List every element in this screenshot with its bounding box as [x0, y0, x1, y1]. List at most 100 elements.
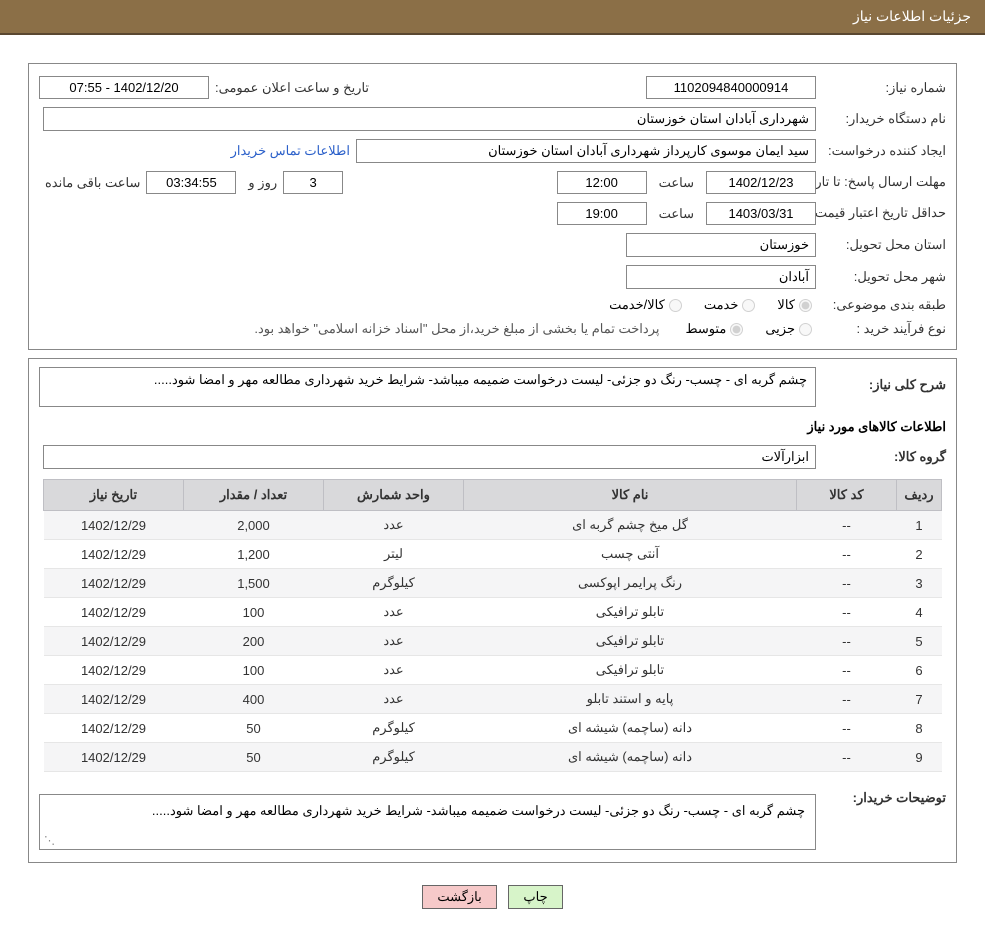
label-hours-remain: ساعت باقی مانده [39, 175, 140, 191]
value-general-desc: چشم گربه ای - چسب- رنگ دو جزئی- لیست درخ… [39, 367, 816, 407]
items-section: شرح کلی نیاز: چشم گربه ای - چسب- رنگ دو … [28, 358, 957, 863]
value-resp-date: 1402/12/23 [706, 171, 816, 194]
table-row: 2--آنتی چسبلیتر1,2001402/12/29 [44, 540, 942, 569]
radio-class-goods[interactable] [799, 299, 812, 312]
th-idx: ردیف [897, 480, 942, 511]
row-price-validity: حداقل تاریخ اعتبار قیمت: تا تاریخ: 1403/… [39, 198, 946, 229]
cell-name: تابلو ترافیکی [464, 598, 797, 627]
label-class-goods: کالا [777, 297, 795, 313]
value-days-left: 3 [283, 171, 343, 194]
table-row: 5--تابلو ترافیکیعدد2001402/12/29 [44, 627, 942, 656]
table-row: 8--دانه (ساچمه) شیشه ایکیلوگرم501402/12/… [44, 714, 942, 743]
back-button[interactable]: بازگشت [422, 885, 496, 909]
cell-name: رنگ پرایمر اپوکسی [464, 569, 797, 598]
items-table: ردیف کد کالا نام کالا واحد شمارش تعداد /… [43, 479, 942, 772]
row-response-deadline: مهلت ارسال پاسخ: تا تاریخ: 1402/12/23 سا… [39, 167, 946, 198]
buyer-notes-text: چشم گربه ای - چسب- رنگ دو جزئی- لیست درخ… [152, 803, 805, 818]
radio-class-service[interactable] [742, 299, 755, 312]
label-proc-minor: جزیی [765, 321, 795, 337]
value-resp-hour: 12:00 [557, 171, 647, 194]
cell-code: -- [797, 511, 897, 540]
label-buyer-org: نام دستگاه خریدار: [816, 111, 946, 127]
table-row: 7--پایه و استند تابلوعدد4001402/12/29 [44, 685, 942, 714]
payment-note: پرداخت تمام یا بخشی از مبلغ خرید،از محل … [254, 321, 667, 337]
cell-idx: 2 [897, 540, 942, 569]
cell-unit: عدد [324, 598, 464, 627]
cell-date: 1402/12/29 [44, 569, 184, 598]
label-delivery-city: شهر محل تحویل: [816, 269, 946, 285]
cell-code: -- [797, 627, 897, 656]
print-button[interactable]: چاپ [508, 885, 562, 909]
cell-unit: کیلوگرم [324, 569, 464, 598]
cell-idx: 8 [897, 714, 942, 743]
value-requester: سید ایمان موسوی کارپرداز شهرداری آبادان … [356, 139, 816, 163]
cell-idx: 9 [897, 743, 942, 772]
label-need-no: شماره نیاز: [816, 80, 946, 96]
label-buyer-notes: توضیحات خریدار: [816, 784, 946, 806]
row-delivery-city: شهر محل تحویل: آبادان [39, 261, 946, 293]
value-validity-date: 1403/03/31 [706, 202, 816, 225]
label-announce-datetime: تاریخ و ساعت اعلان عمومی: [209, 80, 369, 96]
th-code: کد کالا [797, 480, 897, 511]
cell-idx: 7 [897, 685, 942, 714]
table-row: 4--تابلو ترافیکیعدد1001402/12/29 [44, 598, 942, 627]
cell-code: -- [797, 569, 897, 598]
row-general-desc: شرح کلی نیاز: چشم گربه ای - چسب- رنگ دو … [39, 367, 946, 407]
value-buyer-notes: چشم گربه ای - چسب- رنگ دو جزئی- لیست درخ… [39, 794, 816, 850]
label-hour-1: ساعت [653, 175, 694, 191]
row-delivery-province: استان محل تحویل: خوزستان [39, 229, 946, 261]
cell-idx: 6 [897, 656, 942, 685]
table-header-row: ردیف کد کالا نام کالا واحد شمارش تعداد /… [44, 480, 942, 511]
cell-code: -- [797, 656, 897, 685]
label-general-desc: شرح کلی نیاز: [816, 367, 946, 393]
cell-qty: 1,200 [184, 540, 324, 569]
row-purchase-process: نوع فرآیند خرید : جزیی متوسط پرداخت تمام… [39, 317, 946, 341]
label-delivery-province: استان محل تحویل: [816, 237, 946, 253]
value-announce-datetime: 1402/12/20 - 07:55 [39, 76, 209, 99]
label-requester: ایجاد کننده درخواست: [816, 143, 946, 159]
cell-date: 1402/12/29 [44, 685, 184, 714]
cell-code: -- [797, 540, 897, 569]
cell-unit: کیلوگرم [324, 714, 464, 743]
cell-name: گل میخ چشم گربه ای [464, 511, 797, 540]
cell-code: -- [797, 685, 897, 714]
cell-date: 1402/12/29 [44, 743, 184, 772]
value-delivery-city: آبادان [626, 265, 816, 289]
table-row: 1--گل میخ چشم گربه ایعدد2,0001402/12/29 [44, 511, 942, 540]
label-resp-deadline-text: مهلت ارسال پاسخ: [844, 174, 946, 189]
cell-idx: 4 [897, 598, 942, 627]
cell-unit: عدد [324, 511, 464, 540]
value-hours-left: 03:34:55 [146, 171, 236, 194]
cell-qty: 1,500 [184, 569, 324, 598]
radio-proc-minor[interactable] [799, 323, 812, 336]
cell-name: پایه و استند تابلو [464, 685, 797, 714]
page-title: جزئیات اطلاعات نیاز [853, 8, 971, 24]
link-buyer-contact[interactable]: اطلاعات تماس خریدار [231, 143, 350, 159]
value-need-no: 1102094840000914 [646, 76, 816, 99]
cell-qty: 50 [184, 714, 324, 743]
radio-proc-medium[interactable] [730, 323, 743, 336]
cell-unit: کیلوگرم [324, 743, 464, 772]
cell-idx: 3 [897, 569, 942, 598]
th-unit: واحد شمارش [324, 480, 464, 511]
row-goods-group: گروه کالا: ابزارآلات [39, 441, 946, 473]
cell-date: 1402/12/29 [44, 627, 184, 656]
cell-code: -- [797, 743, 897, 772]
cell-name: تابلو ترافیکی [464, 627, 797, 656]
cell-idx: 5 [897, 627, 942, 656]
value-delivery-province: خوزستان [626, 233, 816, 257]
radio-class-goods-service[interactable] [669, 299, 682, 312]
th-qty: تعداد / مقدار [184, 480, 324, 511]
cell-unit: عدد [324, 685, 464, 714]
footer-buttons: چاپ بازگشت [10, 871, 975, 919]
value-validity-hour: 19:00 [557, 202, 647, 225]
label-purchase-process: نوع فرآیند خرید : [816, 321, 946, 337]
cell-date: 1402/12/29 [44, 656, 184, 685]
label-price-validity-text: حداقل تاریخ اعتبار قیمت: [811, 205, 946, 220]
cell-qty: 100 [184, 656, 324, 685]
th-date: تاریخ نیاز [44, 480, 184, 511]
label-class-goods-service: کالا/خدمت [609, 297, 665, 313]
cell-qty: 2,000 [184, 511, 324, 540]
cell-idx: 1 [897, 511, 942, 540]
cell-qty: 400 [184, 685, 324, 714]
